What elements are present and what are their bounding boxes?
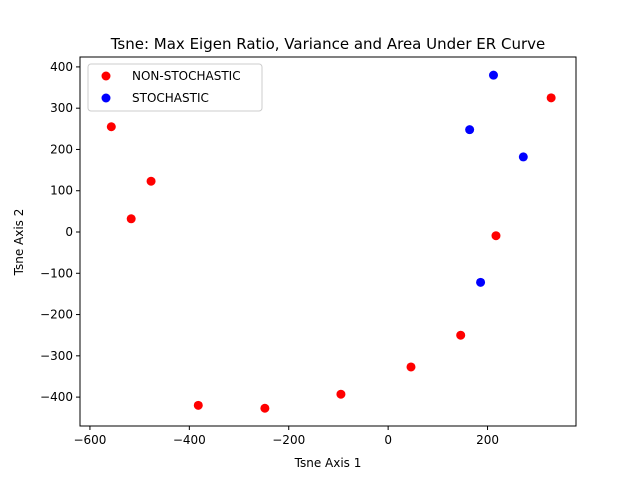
- data-point-non-stochastic: [193, 400, 203, 410]
- data-point-non-stochastic: [126, 214, 136, 224]
- y-tick-label: 100: [50, 184, 73, 198]
- y-tick-label: 0: [65, 225, 73, 239]
- legend-box: [87, 63, 263, 112]
- data-point-non-stochastic: [106, 122, 116, 132]
- legend-marker-non-stochastic: [101, 71, 111, 81]
- y-axis: −400 −300 −200 −100 0 100 200 300 400: [40, 60, 80, 404]
- data-point-non-stochastic: [146, 176, 156, 186]
- data-point-stochastic: [518, 152, 528, 162]
- plot-frame: [79, 56, 577, 427]
- x-axis-label: Tsne Axis 1: [294, 456, 362, 470]
- y-tick-label: −100: [40, 266, 73, 280]
- chart-title: Tsne: Max Eigen Ratio, Variance and Area…: [110, 35, 545, 53]
- data-point-non-stochastic: [546, 93, 556, 103]
- data-point-stochastic: [465, 125, 475, 135]
- x-tick-label: 0: [384, 433, 392, 447]
- data-point-non-stochastic: [260, 403, 270, 413]
- data-point-non-stochastic: [456, 330, 466, 340]
- data-point-non-stochastic: [336, 389, 346, 399]
- data-points: [106, 70, 556, 413]
- legend-marker-stochastic: [101, 93, 111, 103]
- legend-label-non-stochastic: NON-STOCHASTIC: [132, 69, 241, 83]
- x-tick-label: 200: [476, 433, 499, 447]
- x-tick-label: −200: [272, 433, 305, 447]
- legend-label-stochastic: STOCHASTIC: [132, 91, 209, 105]
- x-tick-label: −600: [73, 433, 106, 447]
- data-point-non-stochastic: [491, 231, 501, 241]
- data-point-stochastic: [476, 277, 486, 287]
- x-tick-label: −400: [173, 433, 206, 447]
- plot-area: [79, 56, 577, 427]
- legend: NON-STOCHASTIC STOCHASTIC: [87, 63, 263, 112]
- data-point-non-stochastic: [406, 362, 416, 372]
- y-tick-label: −400: [40, 390, 73, 404]
- y-tick-label: 300: [50, 101, 73, 115]
- y-axis-label: Tsne Axis 2: [12, 209, 26, 277]
- y-tick-label: −300: [40, 349, 73, 363]
- y-tick-label: 400: [50, 60, 73, 74]
- y-tick-label: −200: [40, 308, 73, 322]
- x-axis: −600 −400 −200 0 200: [73, 426, 499, 447]
- data-point-stochastic: [488, 70, 498, 80]
- y-tick-label: 200: [50, 142, 73, 156]
